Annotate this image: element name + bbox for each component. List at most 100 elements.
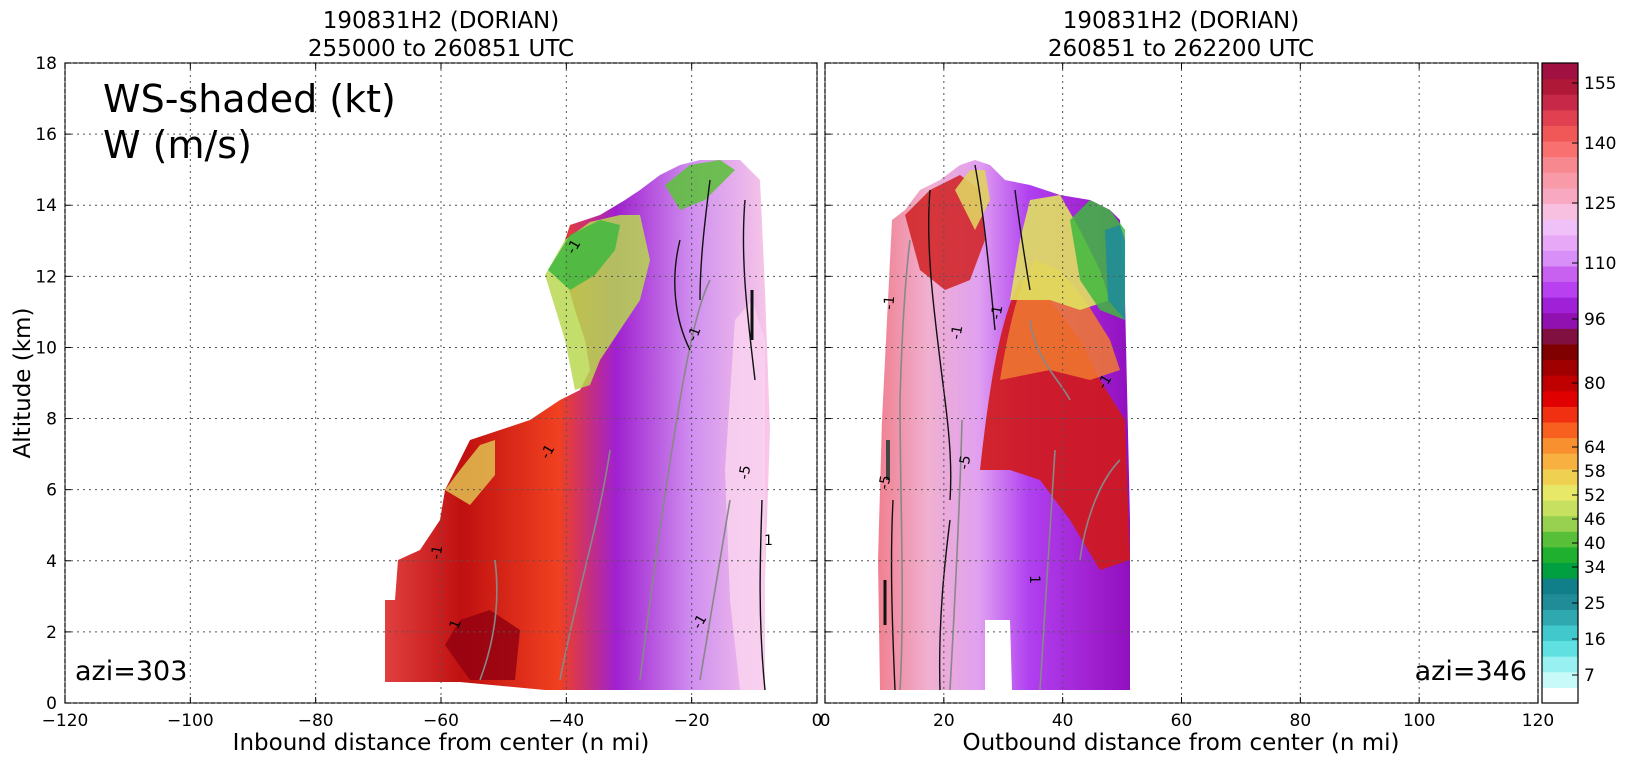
left-subtitle: 255000 to 260851 UTC: [308, 36, 574, 62]
colorbar-segment: [1542, 234, 1578, 251]
left-ytick-label: 10: [35, 338, 57, 358]
colorbar: 155 140 125 110 96 80 64 58 52 46 40 34 25 16 7: [1541, 62, 1616, 704]
right-xtick-label: 120: [1522, 711, 1554, 731]
left-ticks: −120 −100 −80 −60 −40 −20 0 0 2 4 6 8 10 12 14 16 18: [35, 54, 822, 731]
right-corner-annotation: azi=346: [1415, 656, 1527, 687]
right-contour-line: [938, 519, 951, 691]
left-ws-top-green: [665, 160, 735, 210]
colorbar-tick-label: 34: [1584, 558, 1606, 578]
right-contour-line: [949, 419, 963, 691]
right-contour-label: -5: [956, 454, 974, 471]
left-ytick-label: 4: [46, 552, 57, 572]
colorbar-segment: [1542, 640, 1578, 657]
colorbar-tick-label: 7: [1584, 666, 1595, 686]
colorbar-segment: [1542, 609, 1578, 626]
colorbar-segment: [1542, 468, 1578, 485]
left-ytick-label: 18: [35, 54, 57, 74]
colorbar-segment: [1542, 78, 1578, 95]
right-panel: 190831H2 (DORIAN) 260851 to 262200 UTC: [820, 8, 1555, 756]
left-xtick-label: −100: [167, 711, 214, 731]
colorbar-segment: [1542, 125, 1578, 142]
left-contour-label: 1: [764, 533, 773, 549]
colorbar-segments: [1542, 63, 1578, 704]
colorbar-segment: [1542, 297, 1578, 314]
left-ytick-label: 14: [35, 196, 57, 216]
colorbar-segment: [1542, 422, 1578, 439]
right-xtick-label: 60: [1171, 711, 1193, 731]
left-contour-line: [479, 559, 498, 681]
right-contour-label: -1: [1095, 372, 1116, 392]
left-contour-label: -1: [685, 325, 705, 344]
left-ws-yellow-lower: [445, 440, 495, 505]
right-xlabel: Outbound distance from center (n mi): [963, 730, 1400, 756]
right-contours: [883, 164, 1121, 691]
left-panel: 190831H2 (DORIAN) 255000 to 260851 UTC: [10, 8, 822, 756]
right-contour-line: [1039, 449, 1056, 691]
colorbar-segment: [1542, 219, 1578, 236]
colorbar-segment: [1542, 328, 1578, 345]
colorbar-segment: [1542, 172, 1578, 189]
right-xtick-label: 100: [1403, 711, 1435, 731]
colorbar-segment: [1542, 624, 1578, 642]
left-contour-line: [699, 179, 711, 301]
colorbar-tick-label: 25: [1584, 594, 1606, 614]
colorbar-segment: [1542, 312, 1578, 329]
right-contour-line: [927, 189, 952, 501]
colorbar-tick-label: 110: [1584, 254, 1616, 274]
right-contour-line: [1079, 459, 1121, 561]
right-contour-label: -1: [948, 324, 966, 341]
colorbar-segment: [1542, 156, 1578, 173]
colorbar-tick-label: 40: [1584, 534, 1606, 554]
left-ws-darkred: [445, 610, 520, 680]
colorbar-segment: [1542, 343, 1578, 361]
right-contour-label: -1: [988, 304, 1006, 321]
colorbar-tick-label: 58: [1584, 462, 1606, 482]
left-title: 190831H2 (DORIAN): [323, 8, 560, 34]
right-contour-label: 1: [1026, 575, 1042, 584]
left-ytick-label: 8: [46, 410, 57, 430]
right-xtick-label: 40: [1052, 711, 1074, 731]
colorbar-tick-label: 155: [1584, 74, 1616, 94]
colorbar-segment: [1542, 406, 1578, 423]
left-contour-label: -1: [690, 612, 711, 632]
colorbar-segment: [1542, 484, 1578, 501]
left-ws-green: [548, 220, 620, 290]
right-contour-line: [890, 499, 896, 691]
colorbar-segment: [1542, 250, 1578, 267]
left-contour-line: [759, 499, 766, 691]
right-contour-label: -1: [881, 295, 898, 310]
right-xtick-label: 20: [933, 711, 955, 731]
colorbar-tick-label: 16: [1584, 630, 1606, 650]
left-plot-area: [385, 160, 770, 691]
colorbar-segment: [1542, 265, 1578, 283]
right-ws-white-gap: [985, 620, 1012, 690]
colorbar-tick-label: 52: [1584, 486, 1606, 506]
left-corner-annotation: azi=303: [75, 656, 187, 687]
right-ws-top-yellow: [955, 170, 990, 230]
left-grid: [64, 62, 818, 704]
left-contour-label: -1: [538, 442, 559, 462]
right-contour-label: -5: [876, 474, 894, 491]
right-contour-line: [1014, 189, 1031, 291]
colorbar-segment: [1542, 359, 1578, 376]
left-contour-line: [699, 499, 731, 681]
left-xtick-label: −80: [298, 711, 334, 731]
left-xtick-label: 0: [812, 711, 823, 731]
right-xtick-label: 0: [820, 711, 831, 731]
left-ylabel: Altitude (km): [10, 308, 36, 459]
left-ytick-label: 6: [46, 481, 57, 501]
left-ytick-label: 16: [35, 125, 57, 145]
colorbar-tick-label: 96: [1584, 310, 1606, 330]
colorbar-segment: [1542, 141, 1578, 158]
left-ytick-label: 12: [35, 267, 57, 287]
colorbar-tick-label: 46: [1584, 510, 1606, 530]
colorbar-tick-label: 140: [1584, 134, 1616, 154]
colorbar-segment: [1542, 63, 1578, 80]
colorbar-tick-label: 64: [1584, 438, 1606, 458]
right-xtick-label: 80: [1290, 711, 1312, 731]
colorbar-segment: [1542, 109, 1578, 126]
colorbar-tick-label: 125: [1584, 194, 1616, 214]
colorbar-segment: [1542, 94, 1578, 111]
colorbar-segment: [1542, 187, 1578, 204]
right-contour-line: [1029, 319, 1071, 401]
